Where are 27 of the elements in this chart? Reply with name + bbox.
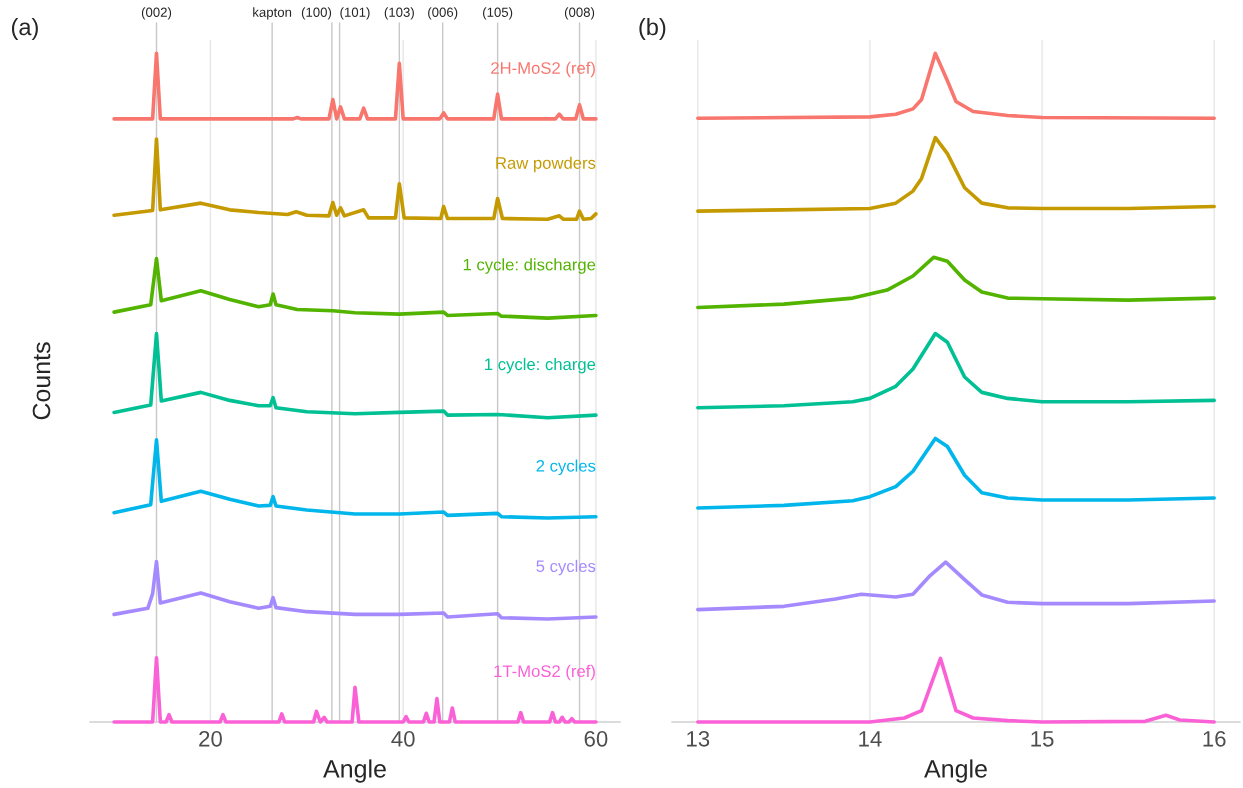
series-label: 2H-MoS2 (ref): [491, 61, 595, 78]
series-label: Raw powders: [496, 156, 596, 173]
text: (008): [564, 7, 595, 20]
x-tick-label: 15: [1031, 731, 1054, 747]
text: (006): [428, 7, 458, 20]
x-tick-label: 14: [859, 731, 882, 747]
text: (002): [141, 7, 172, 20]
text: 5 cycles: [536, 559, 596, 576]
text: 1 cycle: discharge: [463, 258, 596, 274]
chart-title: (b): [639, 17, 666, 40]
x-tick-label: 20: [199, 730, 222, 747]
text: (100): [301, 7, 332, 20]
x-tick-label: 40: [391, 730, 415, 747]
text: kapton: [253, 7, 292, 20]
text: (101): [340, 7, 370, 20]
x-tick-label: 13: [687, 730, 710, 747]
text: (103): [384, 7, 414, 20]
y-axis-title: Counts: [32, 342, 51, 420]
chart-title: (a): [11, 17, 38, 40]
x-tick-label: 60: [584, 730, 608, 747]
x-axis-title: Angle: [323, 759, 386, 783]
text: 2 cycles: [536, 459, 596, 476]
x-axis-title: Angle: [924, 759, 987, 783]
x-tick-label: 16: [1203, 730, 1226, 747]
text: (105): [483, 7, 513, 20]
text: 1T-MoS2 (ref): [494, 664, 595, 681]
text: 1 cycle: charge: [485, 357, 596, 374]
